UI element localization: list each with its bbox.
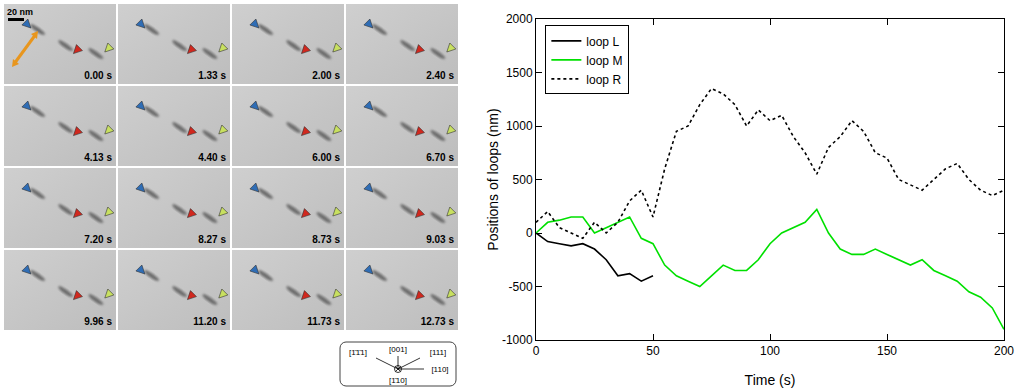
svg-text:4.13 s: 4.13 s: [84, 152, 112, 163]
svg-text:8.27 s: 8.27 s: [198, 234, 226, 245]
svg-text:[001]: [001]: [389, 345, 407, 354]
svg-text:[1̄1̄1]: [1̄1̄1]: [349, 348, 367, 357]
svg-text:1500: 1500: [506, 66, 533, 80]
svg-text:4.40 s: 4.40 s: [198, 152, 226, 163]
svg-text:100: 100: [760, 344, 780, 358]
svg-text:[110]: [110]: [431, 365, 448, 374]
svg-text:9.03 s: 9.03 s: [426, 234, 454, 245]
svg-text:1.33 s: 1.33 s: [198, 70, 226, 81]
svg-text:0: 0: [533, 344, 540, 358]
svg-text:11.73 s: 11.73 s: [307, 316, 340, 327]
svg-text:12.73 s: 12.73 s: [421, 316, 455, 327]
svg-text:200: 200: [994, 344, 1014, 358]
svg-text:9.96 s: 9.96 s: [84, 316, 112, 327]
svg-text:[111]: [111]: [430, 348, 447, 357]
svg-text:2.00 s: 2.00 s: [312, 70, 340, 81]
svg-text:Positions of loops (nm): Positions of loops (nm): [485, 108, 501, 250]
svg-text:loop R: loop R: [586, 73, 621, 87]
svg-text:7.20 s: 7.20 s: [84, 234, 112, 245]
svg-text:6.00 s: 6.00 s: [312, 152, 340, 163]
svg-text:loop M: loop M: [586, 54, 622, 68]
svg-text:20 nm: 20 nm: [7, 7, 33, 17]
svg-text:50: 50: [646, 344, 660, 358]
svg-text:2.40 s: 2.40 s: [426, 70, 454, 81]
svg-text:[1̄10]: [1̄10]: [389, 376, 407, 385]
svg-text:150: 150: [877, 344, 897, 358]
svg-text:loop L: loop L: [586, 35, 619, 49]
svg-text:0: 0: [526, 226, 533, 240]
svg-text:11.20 s: 11.20 s: [193, 316, 226, 327]
svg-text:Time (s): Time (s): [745, 372, 796, 388]
svg-text:2000: 2000: [506, 12, 533, 26]
svg-text:-500: -500: [509, 280, 533, 294]
svg-text:-1000: -1000: [502, 333, 533, 347]
svg-text:0.00 s: 0.00 s: [84, 70, 112, 81]
svg-text:8.73 s: 8.73 s: [312, 234, 340, 245]
svg-text:1000: 1000: [506, 119, 533, 133]
svg-text:6.70 s: 6.70 s: [426, 152, 454, 163]
svg-text:500: 500: [513, 173, 533, 187]
